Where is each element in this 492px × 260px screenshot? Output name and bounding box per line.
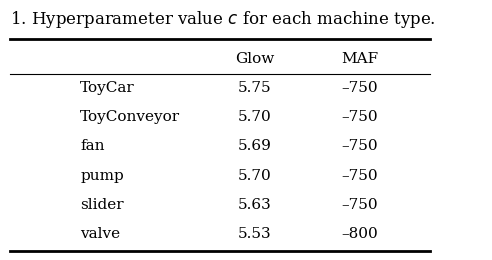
Text: 5.70: 5.70 <box>238 110 272 124</box>
Text: slider: slider <box>80 198 123 212</box>
Text: fan: fan <box>80 139 105 153</box>
Text: 5.69: 5.69 <box>238 139 272 153</box>
Text: 1. Hyperparameter value $c$ for each machine type.: 1. Hyperparameter value $c$ for each mac… <box>10 9 436 30</box>
Text: ToyConveyor: ToyConveyor <box>80 110 180 124</box>
Text: ToyCar: ToyCar <box>80 81 135 95</box>
Text: MAF: MAF <box>341 52 378 66</box>
Text: valve: valve <box>80 227 120 241</box>
Text: 5.63: 5.63 <box>238 198 272 212</box>
Text: Glow: Glow <box>235 52 275 66</box>
Text: –750: –750 <box>341 110 378 124</box>
Text: pump: pump <box>80 168 124 183</box>
Text: –750: –750 <box>341 81 378 95</box>
Text: 5.53: 5.53 <box>238 227 272 241</box>
Text: –750: –750 <box>341 168 378 183</box>
Text: –750: –750 <box>341 139 378 153</box>
Text: –800: –800 <box>341 227 378 241</box>
Text: 5.75: 5.75 <box>238 81 272 95</box>
Text: 5.70: 5.70 <box>238 168 272 183</box>
Text: –750: –750 <box>341 198 378 212</box>
